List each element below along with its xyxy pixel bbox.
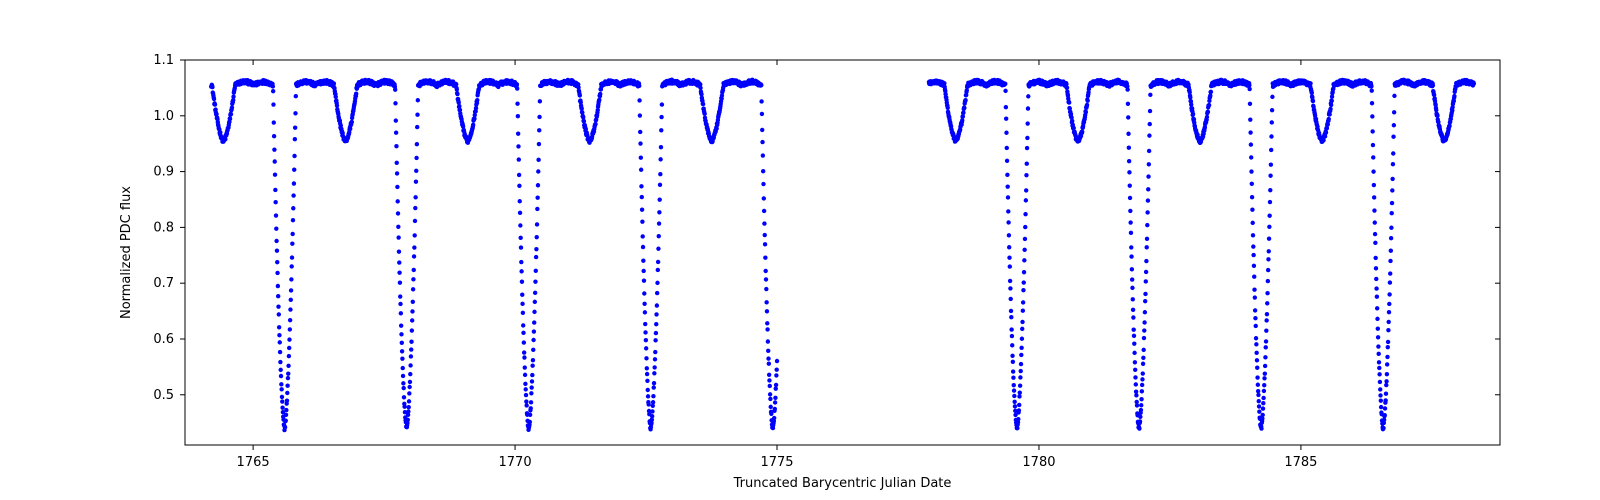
x-axis-label: Truncated Barycentric Julian Date [733,476,952,491]
y-tick-label: 1.0 [153,109,174,124]
x-tick-label: 1775 [760,455,793,470]
x-tick-label: 1765 [237,455,270,470]
data-series [209,78,1476,433]
y-tick-label: 1.1 [153,53,174,68]
x-tick-label: 1770 [499,455,532,470]
y-axis-label: Normalized PDC flux [119,186,134,319]
y-tick-label: 0.6 [153,332,174,347]
y-tick-label: 0.7 [153,276,174,291]
x-tick-label: 1780 [1022,455,1055,470]
plot-border [185,60,1500,445]
chart-svg: 1765 1770 1775 1780 1785 0.5 0.6 0.7 0.8 0.9 1.0 1.… [0,0,1600,500]
y-tick-label: 0.9 [153,165,174,180]
x-tick-label: 1785 [1284,455,1317,470]
light-curve-chart: 1765 1770 1775 1780 1785 0.5 0.6 0.7 0.8 0.9 1.0 1.… [0,0,1600,500]
y-tick-label: 0.5 [153,388,174,403]
y-tick-label: 0.8 [153,220,174,235]
